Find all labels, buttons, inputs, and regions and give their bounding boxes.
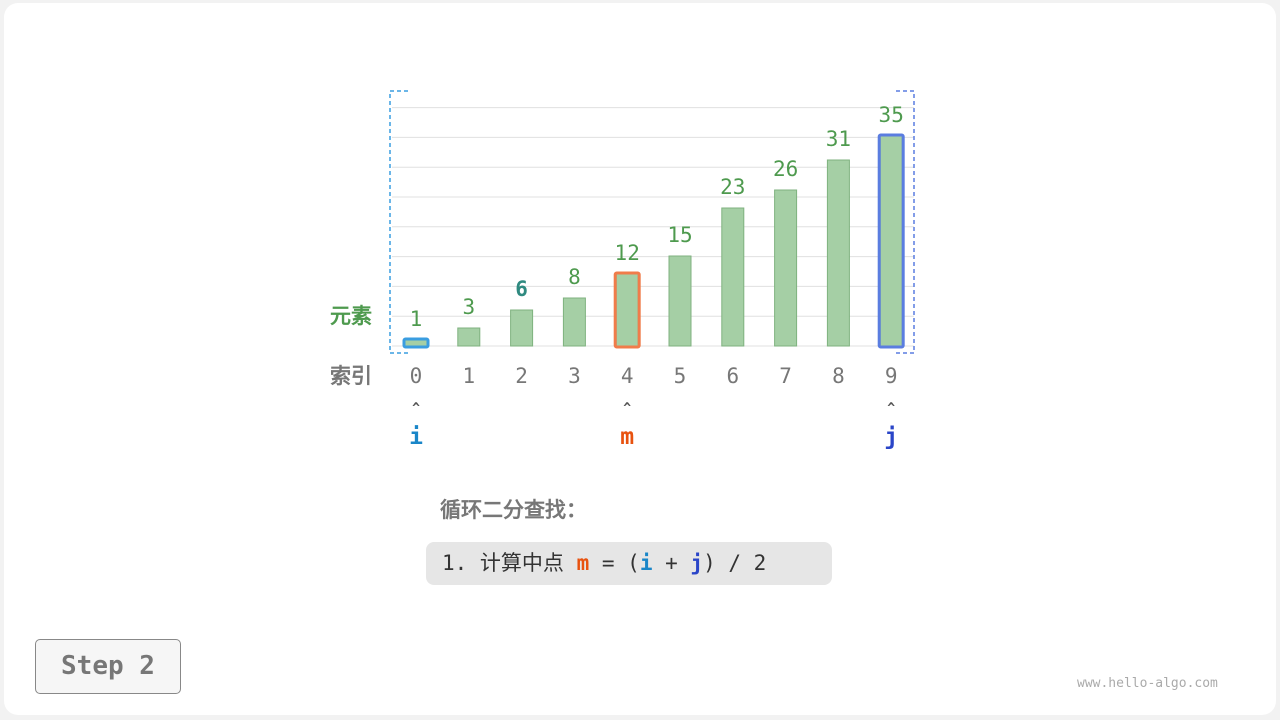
row-label-indices: 索引 [330,364,372,388]
value-label: 3 [462,295,475,319]
bar [615,273,639,347]
value-label: 12 [615,241,640,265]
value-label: 6 [515,277,528,301]
index-label: 3 [568,364,581,388]
slide-card [4,3,1276,715]
bar [510,309,534,347]
bar [721,207,745,347]
value-label: 26 [773,157,798,181]
index-label: 6 [726,364,739,388]
step-text: ) / 2 [703,551,767,575]
index-label: 5 [674,364,687,388]
pointer-highlight-j [877,133,905,349]
var-m: m [576,551,590,575]
pointer-label-j: j [884,424,898,450]
step-text: 1. 计算中点 [442,551,577,575]
search-range-right-bracket [896,90,915,354]
bar [562,297,586,347]
bar [879,135,903,347]
index-label: 1 [462,364,475,388]
pointer-arrow-icon: ^ [623,401,631,416]
value-label: 31 [826,127,851,151]
step-description: 1. 计算中点 m = (i + j) / 2 [426,542,832,585]
section-title: 循环二分查找： [440,498,587,522]
value-label: 1 [410,307,423,331]
pointer-arrow-icon: ^ [412,401,420,416]
row-label-elements: 元素 [330,304,372,328]
index-label: 9 [885,364,898,388]
var-i: i [639,551,653,575]
var-j: j [690,551,704,575]
step-text: = ( [589,551,640,575]
index-label: 4 [621,364,634,388]
pointer-label-m: m [620,424,634,450]
step-button[interactable]: Step 2 [35,639,181,694]
value-label: 23 [720,175,745,199]
pointer-highlight-m [613,271,641,349]
value-label: 8 [568,265,581,289]
index-label: 0 [410,364,423,388]
bar [404,339,428,347]
index-label: 8 [832,364,845,388]
bar [668,255,692,347]
value-label: 35 [879,103,904,127]
value-label: 15 [667,223,692,247]
watermark: www.hello-algo.com [1077,676,1218,691]
bar [457,327,481,347]
index-label: 2 [515,364,528,388]
search-range-left-bracket [389,90,408,354]
pointer-arrow-icon: ^ [887,401,895,416]
pointer-highlight-i [402,337,430,349]
bar [826,159,850,347]
pointer-label-i: i [409,424,423,450]
index-label: 7 [779,364,792,388]
step-text: + [652,551,691,575]
bar [774,189,798,347]
